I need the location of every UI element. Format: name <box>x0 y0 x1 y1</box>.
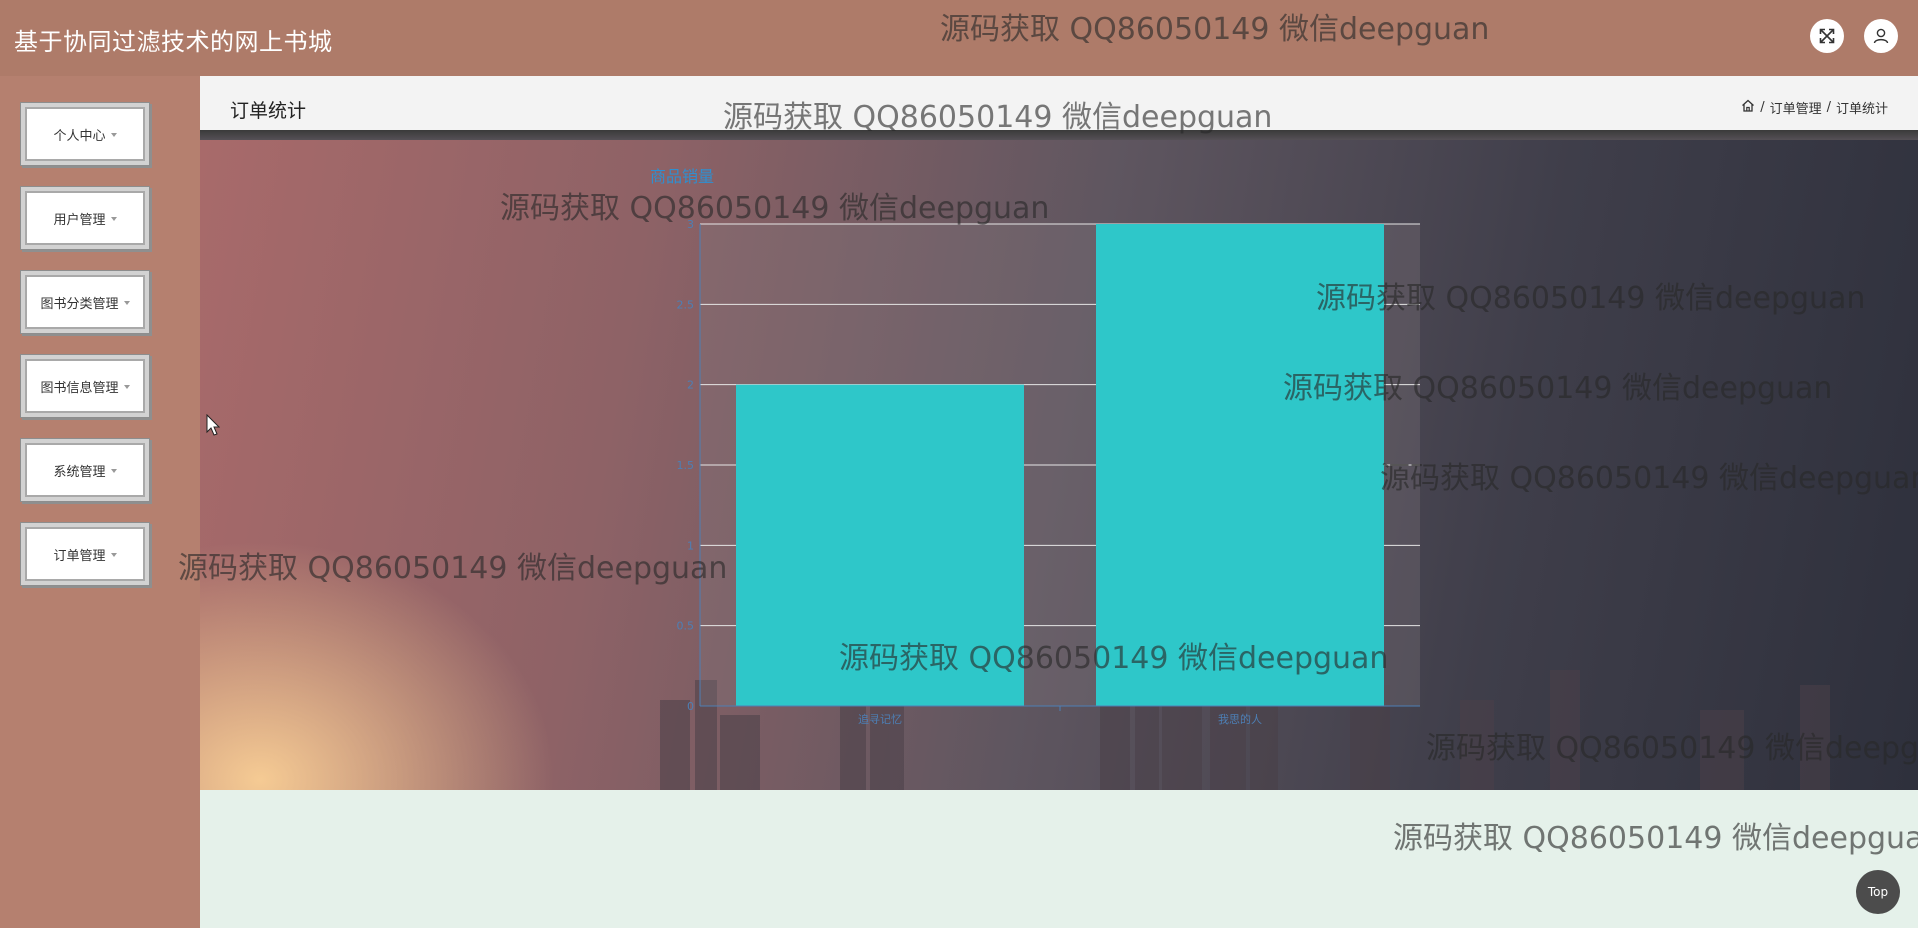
y-tick-label: 2.5 <box>677 298 695 311</box>
sidebar-item-user-management[interactable]: 用户管理 <box>20 186 150 250</box>
main-content: 订单统计 / 订单管理 / 订单统计 <box>200 76 1918 928</box>
y-tick-label: 0 <box>687 700 694 713</box>
bar[interactable] <box>1096 224 1384 706</box>
chevron-down-icon <box>110 553 117 557</box>
chart-title: 商品销量 <box>650 167 714 186</box>
top-bar: 基于协同过滤技术的网上书城 <box>0 0 1918 76</box>
y-tick-label: 1 <box>687 539 694 552</box>
breadcrumb: / 订单管理 / 订单统计 <box>1741 98 1888 117</box>
sidebar-item-label: 图书信息管理 <box>40 380 119 396</box>
chevron-down-icon <box>110 133 117 137</box>
chevron-down-icon <box>123 301 130 305</box>
y-tick-label: 0.5 <box>677 620 695 633</box>
breadcrumb-separator: / <box>1826 100 1831 115</box>
fullscreen-icon[interactable] <box>1810 19 1844 53</box>
sidebar-item-label: 系统管理 <box>53 464 106 480</box>
chevron-down-icon <box>110 469 117 473</box>
chart-area: 0 0.5 1 1.5 2 2.5 3 追寻记忆 我思的人 商品销量 <box>200 140 1918 790</box>
y-tick-label: 3 <box>687 218 694 231</box>
sidebar-item-book-info-management[interactable]: 图书信息管理 <box>20 354 150 418</box>
page-header: 订单统计 / 订单管理 / 订单统计 <box>200 76 1918 130</box>
bars <box>736 224 1384 706</box>
sidebar-item-book-category-management[interactable]: 图书分类管理 <box>20 270 150 334</box>
x-axis-ticks: 追寻记忆 我思的人 <box>858 706 1262 726</box>
y-tick-label: 2 <box>687 379 694 392</box>
sidebar-item-label: 个人中心 <box>53 128 106 144</box>
y-tick-label: 1.5 <box>677 459 695 472</box>
sidebar-item-label: 订单管理 <box>53 548 106 564</box>
mouse-cursor-icon <box>206 414 220 436</box>
breadcrumb-item-order-statistics: 订单统计 <box>1835 102 1888 117</box>
back-to-top-button[interactable]: Top <box>1856 870 1900 914</box>
sidebar-item-order-management[interactable]: 订单管理 <box>20 522 150 586</box>
user-avatar-icon[interactable] <box>1864 19 1898 53</box>
app-title: 基于协同过滤技术的网上书城 <box>14 28 333 56</box>
x-tick-label: 追寻记忆 <box>858 712 902 726</box>
sidebar-item-label: 用户管理 <box>53 212 106 228</box>
sidebar-item-personal-center[interactable]: 个人中心 <box>20 102 150 166</box>
header-divider <box>200 130 1918 140</box>
breadcrumb-item-order-management[interactable]: 订单管理 <box>1769 102 1822 117</box>
sidebar: 个人中心 用户管理 图书分类管理 图书信息管理 系统管理 订单管理 <box>0 76 200 928</box>
bar-chart: 0 0.5 1 1.5 2 2.5 3 追寻记忆 我思的人 商品销量 <box>650 167 1830 790</box>
x-tick-label: 我思的人 <box>1218 712 1262 726</box>
breadcrumb-separator: / <box>1760 100 1765 115</box>
chevron-down-icon <box>123 385 130 389</box>
page-title: 订单统计 <box>230 100 307 122</box>
sidebar-item-label: 图书分类管理 <box>40 296 119 312</box>
y-axis-ticks: 0 0.5 1 1.5 2 2.5 3 <box>677 218 695 713</box>
chevron-down-icon <box>110 217 117 221</box>
home-icon[interactable] <box>1741 99 1755 116</box>
bar[interactable] <box>736 384 1024 706</box>
sidebar-item-system-management[interactable]: 系统管理 <box>20 438 150 502</box>
